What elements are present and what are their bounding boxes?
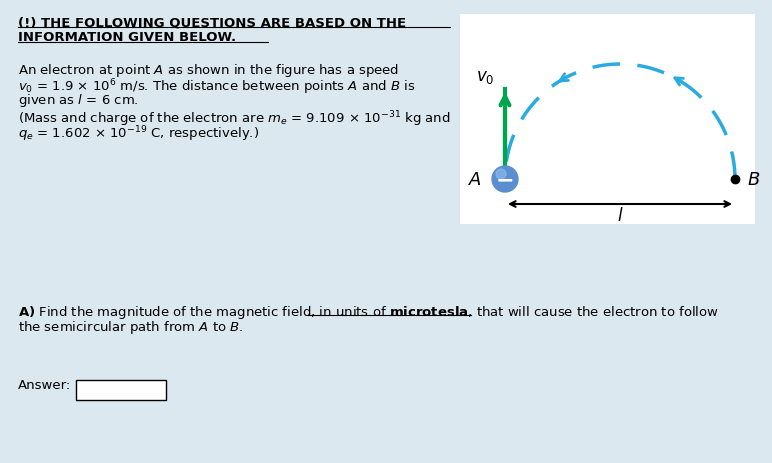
Text: (Mass and charge of the electron are $m_e$ = 9.109 $\times$ 10$^{-31}$ kg and: (Mass and charge of the electron are $m_… xyxy=(18,109,451,128)
Text: $l$: $l$ xyxy=(617,206,623,225)
Text: $v_0$: $v_0$ xyxy=(476,68,494,86)
Text: An electron at point $A$ as shown in the figure has a speed: An electron at point $A$ as shown in the… xyxy=(18,62,399,79)
Text: (!) THE FOLLOWING QUESTIONS ARE BASED ON THE: (!) THE FOLLOWING QUESTIONS ARE BASED ON… xyxy=(18,16,406,29)
Text: INFORMATION GIVEN BELOW.: INFORMATION GIVEN BELOW. xyxy=(18,31,236,44)
Bar xyxy=(76,380,166,400)
Text: $A$: $A$ xyxy=(468,171,482,188)
Text: Answer:: Answer: xyxy=(18,378,71,391)
Text: $v_0$ = 1.9 $\times$ 10$^6$ m/s. The distance between points $A$ and $B$ is: $v_0$ = 1.9 $\times$ 10$^6$ m/s. The dis… xyxy=(18,77,415,96)
Text: $B$: $B$ xyxy=(747,171,760,188)
Text: −: − xyxy=(496,169,514,189)
Text: $q_e$ = 1.602 $\times$ 10$^{-19}$ C, respectively.): $q_e$ = 1.602 $\times$ 10$^{-19}$ C, res… xyxy=(18,124,259,143)
Text: given as $l$ = 6 cm.: given as $l$ = 6 cm. xyxy=(18,92,139,109)
Bar xyxy=(460,15,755,225)
Text: $\mathbf{A)}$ Find the magnitude of the magnetic field, in units of $\mathbf{mic: $\mathbf{A)}$ Find the magnitude of the … xyxy=(18,303,719,320)
Circle shape xyxy=(496,169,506,180)
Text: the semicircular path from $A$ to $B$.: the semicircular path from $A$ to $B$. xyxy=(18,319,243,335)
Circle shape xyxy=(492,167,518,193)
